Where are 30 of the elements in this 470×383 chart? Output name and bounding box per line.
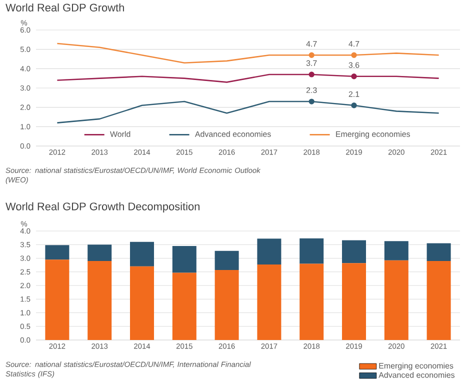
bar: [88, 260, 112, 340]
bar: [426, 260, 451, 340]
line-series: [56, 72, 440, 83]
bar: [45, 260, 70, 340]
bar: [214, 250, 239, 270]
line-series: [56, 98, 440, 124]
bar: [257, 264, 282, 340]
point: [308, 72, 314, 78]
bar: [172, 272, 196, 340]
bar: [214, 270, 239, 340]
point: [351, 52, 357, 58]
bar: [88, 244, 112, 261]
bar: [384, 241, 408, 260]
bar: [342, 263, 366, 340]
bar: [257, 238, 282, 265]
chart-title: World Real GDP Growth Decomposition: [6, 202, 200, 212]
point: [351, 102, 357, 108]
chart-title: World Real GDP Growth: [6, 3, 124, 12]
bar: [300, 264, 324, 340]
bar: [300, 238, 324, 264]
point: [308, 98, 314, 104]
bar: [384, 260, 408, 340]
point: [351, 74, 357, 80]
bar: [130, 242, 154, 266]
bar: [342, 240, 366, 264]
bar: [45, 245, 70, 260]
bar: [172, 246, 196, 273]
bar: [130, 266, 154, 340]
bar: [426, 243, 451, 261]
point: [308, 52, 314, 58]
